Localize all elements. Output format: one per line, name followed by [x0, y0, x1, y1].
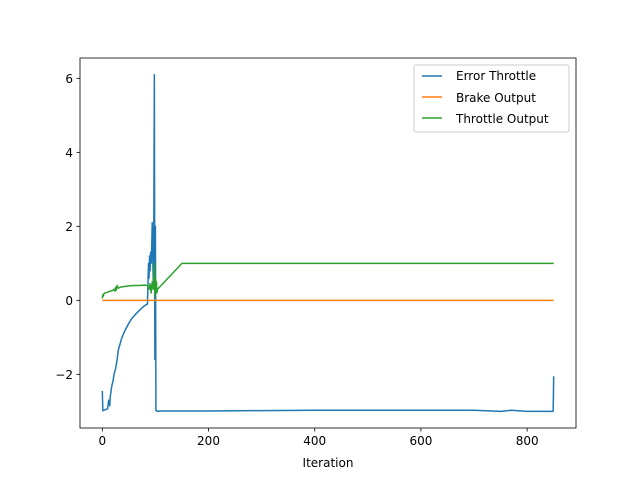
series-line-error-throttle — [101, 73, 555, 413]
x-axis-ticks: 0 200 400 600 800 — [98, 428, 539, 448]
series-line-throttle-output — [101, 262, 554, 299]
axes-layer — [79, 57, 577, 429]
x-tick-label: 600 — [409, 434, 432, 448]
series-layer — [101, 73, 555, 413]
legend-label-brake-output: Brake Output — [456, 91, 536, 105]
x-tick-label: 0 — [98, 434, 106, 448]
y-tick-label: 4 — [65, 146, 73, 160]
plot-frame — [79, 57, 577, 429]
legend: Error Throttle Brake Output Throttle Out… — [413, 64, 570, 133]
y-tick-label: −2 — [55, 368, 73, 382]
y-tick-label: 2 — [65, 220, 73, 234]
y-tick-label: 0 — [65, 294, 73, 308]
y-tick-label: 6 — [65, 72, 73, 86]
legend-box — [413, 64, 570, 133]
legend-label-throttle-output: Throttle Output — [455, 112, 549, 126]
x-tick-label: 400 — [303, 434, 326, 448]
x-tick-label: 200 — [197, 434, 220, 448]
x-tick-label: 800 — [516, 434, 539, 448]
legend-label-error-throttle: Error Throttle — [456, 69, 536, 83]
x-axis-label: Iteration — [303, 456, 354, 470]
y-axis-ticks: −2 0 2 4 6 — [55, 72, 80, 382]
